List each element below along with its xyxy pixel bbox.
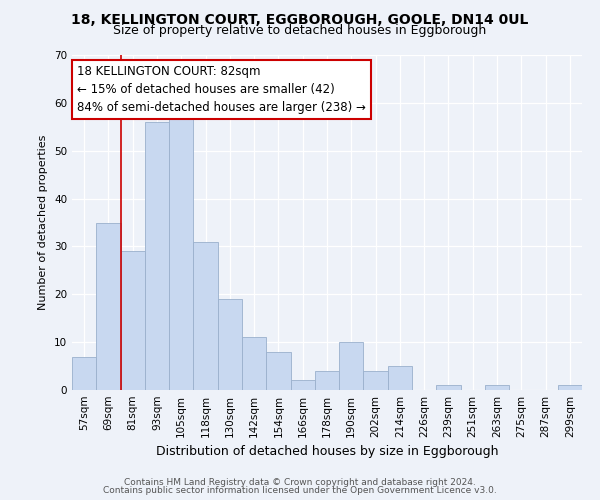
Bar — [145, 122, 169, 390]
Bar — [339, 342, 364, 390]
Bar — [436, 385, 461, 390]
Bar — [364, 371, 388, 390]
Text: 18, KELLINGTON COURT, EGGBOROUGH, GOOLE, DN14 0UL: 18, KELLINGTON COURT, EGGBOROUGH, GOOLE,… — [71, 12, 529, 26]
Text: 18 KELLINGTON COURT: 82sqm
← 15% of detached houses are smaller (42)
84% of semi: 18 KELLINGTON COURT: 82sqm ← 15% of deta… — [77, 65, 366, 114]
Bar — [96, 222, 121, 390]
Bar — [193, 242, 218, 390]
Bar — [558, 385, 582, 390]
Bar — [315, 371, 339, 390]
Y-axis label: Number of detached properties: Number of detached properties — [38, 135, 49, 310]
Bar — [169, 117, 193, 390]
Bar — [218, 299, 242, 390]
Bar — [121, 251, 145, 390]
Bar — [290, 380, 315, 390]
Text: Contains public sector information licensed under the Open Government Licence v3: Contains public sector information licen… — [103, 486, 497, 495]
Bar — [242, 338, 266, 390]
Bar — [72, 356, 96, 390]
Bar — [485, 385, 509, 390]
Bar — [388, 366, 412, 390]
Bar — [266, 352, 290, 390]
Text: Contains HM Land Registry data © Crown copyright and database right 2024.: Contains HM Land Registry data © Crown c… — [124, 478, 476, 487]
X-axis label: Distribution of detached houses by size in Eggborough: Distribution of detached houses by size … — [156, 446, 498, 458]
Text: Size of property relative to detached houses in Eggborough: Size of property relative to detached ho… — [113, 24, 487, 37]
